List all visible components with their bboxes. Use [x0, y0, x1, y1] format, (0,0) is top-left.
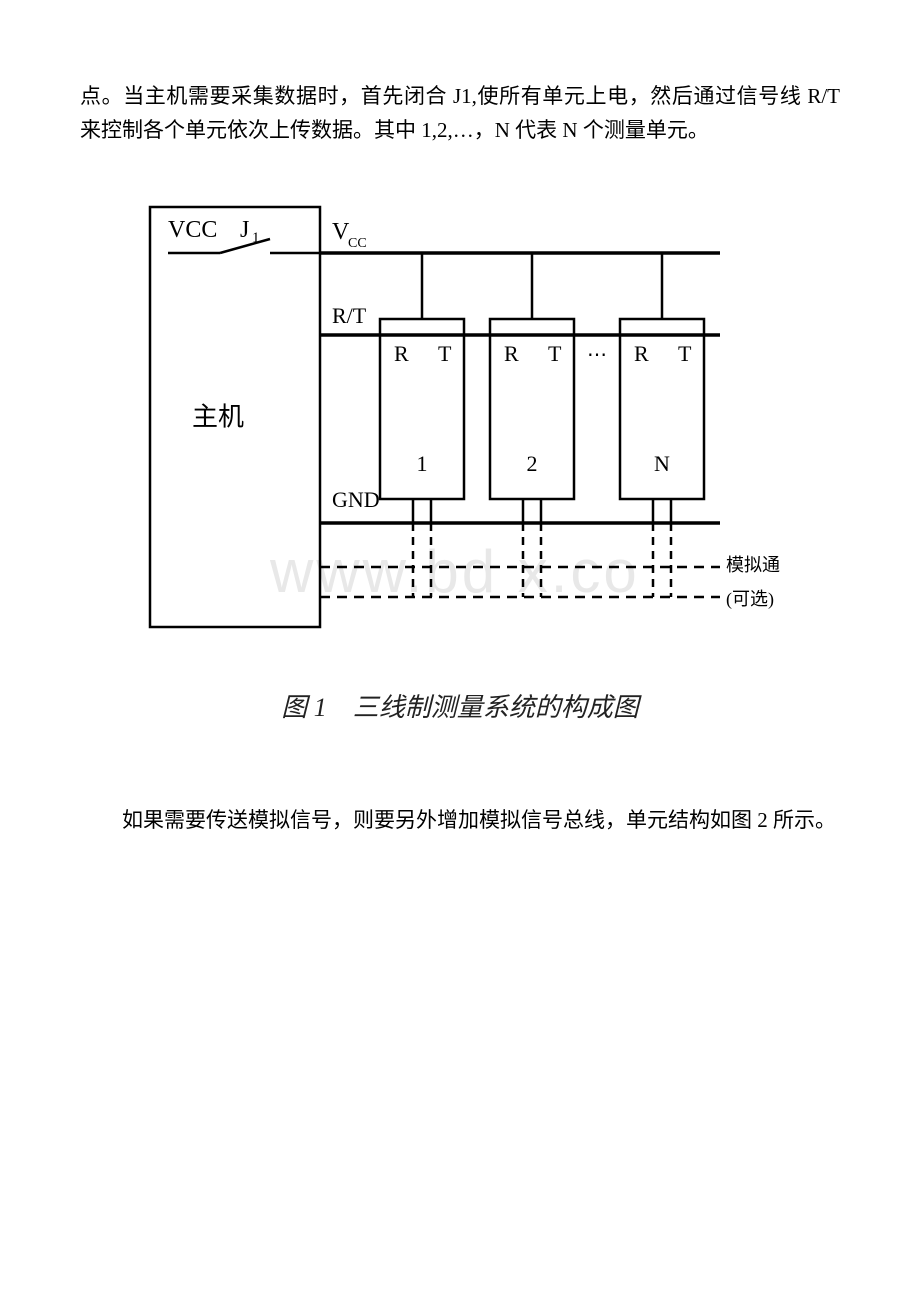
diagram-container: www.bd x.co VCCJ1VCCR/T主机GNDRT1RT2RTN⋯模拟…	[140, 197, 780, 724]
svg-text:(可选): (可选)	[726, 589, 774, 610]
svg-text:T: T	[548, 341, 562, 366]
svg-text:模拟通道: 模拟通道	[726, 555, 780, 575]
svg-text:T: T	[678, 341, 692, 366]
svg-text:T: T	[438, 341, 452, 366]
svg-text:R/T: R/T	[332, 303, 367, 328]
svg-text:GND: GND	[332, 487, 380, 512]
svg-text:N: N	[654, 451, 670, 476]
paragraph-2: 如果需要传送模拟信号，则要另外增加模拟信号总线，单元结构如图 2 所示。	[80, 804, 840, 838]
svg-text:1: 1	[417, 451, 428, 476]
svg-text:R: R	[504, 341, 519, 366]
svg-text:VCC: VCC	[168, 217, 217, 243]
paragraph-1: 点。当主机需要采集数据时，首先闭合 J1,使所有单元上电，然后通过信号线 R/T…	[80, 80, 840, 147]
svg-text:主机: 主机	[192, 403, 244, 432]
figure-1-caption: 图 1 三线制测量系统的构成图	[140, 687, 780, 724]
figure-1-diagram: VCCJ1VCCR/T主机GNDRT1RT2RTN⋯模拟通道(可选)	[140, 197, 780, 637]
svg-text:R: R	[634, 341, 649, 366]
svg-text:J: J	[240, 217, 249, 243]
svg-text:R: R	[394, 341, 409, 366]
svg-text:CC: CC	[348, 236, 367, 251]
svg-text:2: 2	[527, 451, 538, 476]
svg-text:⋯: ⋯	[587, 344, 607, 366]
